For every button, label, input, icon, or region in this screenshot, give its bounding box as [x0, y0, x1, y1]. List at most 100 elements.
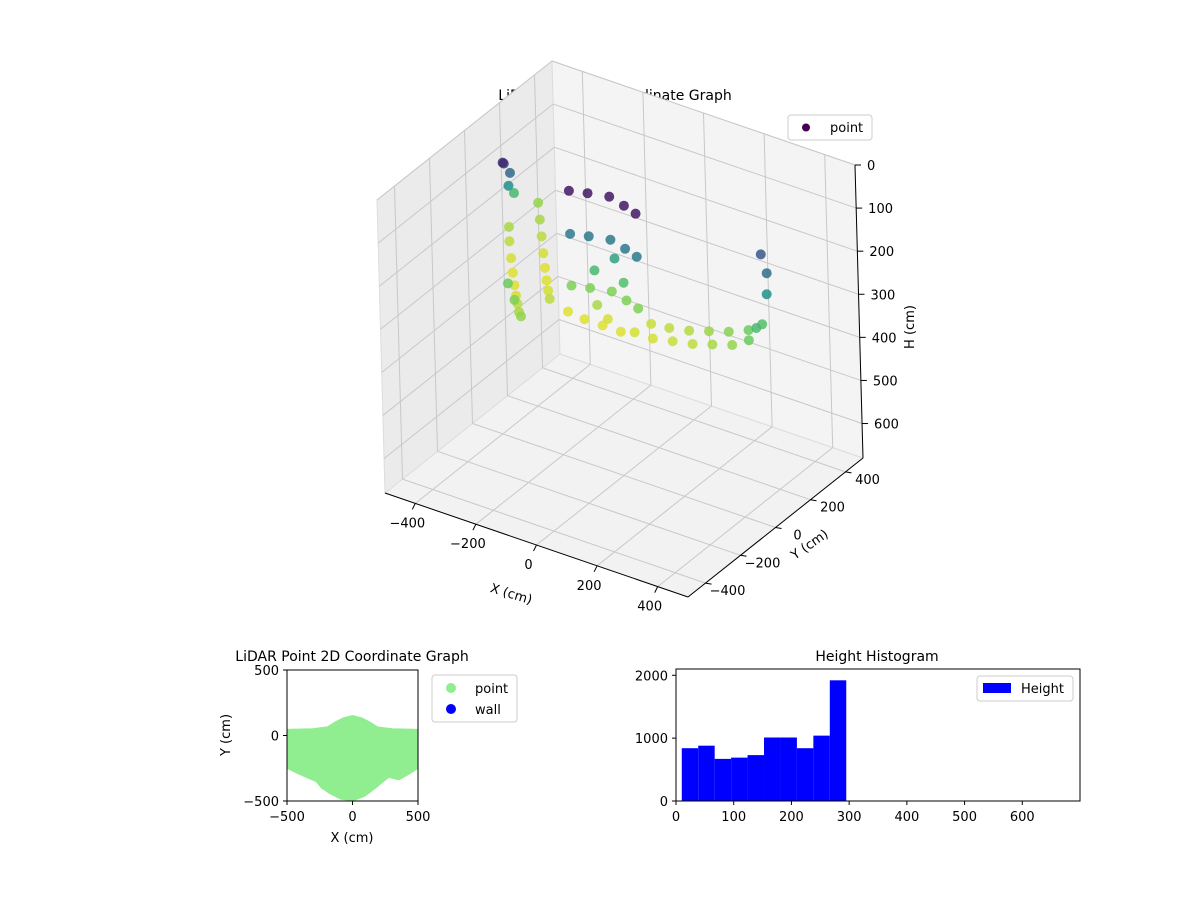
grid-y-left	[499, 102, 508, 396]
y-tick-label-2d: 500	[254, 664, 279, 679]
y-tick-label-hist: 0	[660, 795, 668, 810]
point-3d	[506, 253, 517, 264]
point-3d	[565, 228, 576, 239]
grid-z-back	[554, 146, 858, 252]
y-axis-label-2d: Y (cm)	[219, 714, 234, 757]
z-axis-line-3d	[854, 164, 864, 459]
point-3d	[544, 293, 555, 304]
x-tick-label-2d: −500	[269, 810, 305, 825]
point-3d	[534, 214, 545, 225]
point-3d	[502, 278, 513, 289]
grid-z-back	[555, 189, 859, 295]
point-3d	[761, 268, 772, 279]
point-3d	[579, 314, 590, 325]
x-tick-label-3d: 200	[577, 579, 602, 594]
legend-2d-point-label: point	[475, 682, 508, 697]
legend-2d-wall-label: wall	[475, 703, 501, 718]
legend-3d-point-marker	[802, 123, 810, 132]
point-3d	[633, 303, 644, 314]
point-3d	[604, 191, 615, 202]
y-tick-label-3d: −200	[745, 556, 781, 571]
histogram-bar	[764, 737, 781, 801]
point-3d	[618, 200, 629, 211]
grid-z-back	[558, 319, 863, 425]
histogram-bar	[780, 737, 797, 801]
point-3d	[647, 333, 658, 344]
point-3d	[583, 231, 594, 242]
histogram-bar	[681, 748, 699, 801]
grid-y-floor	[437, 450, 741, 556]
histogram-bar	[714, 758, 732, 801]
point-3d	[589, 265, 600, 276]
point-3d	[630, 208, 641, 219]
point-3d	[703, 326, 714, 337]
x-tick-mark-3d	[472, 523, 477, 531]
y-tick-label-hist: 1000	[635, 732, 668, 747]
point-3d	[609, 253, 620, 264]
histogram-bar	[698, 745, 715, 801]
point-cloud-2d	[287, 715, 418, 801]
point-3d	[629, 327, 640, 338]
y-tick-label-3d: −400	[710, 584, 746, 599]
histogram-title: Height Histogram	[815, 649, 938, 665]
point-3d	[743, 325, 754, 336]
point-3d	[687, 338, 698, 349]
point-3d	[509, 294, 520, 305]
x-tick-label-2d: 0	[348, 810, 356, 825]
grid-x-back	[763, 133, 773, 427]
x-tick-label-3d: 0	[524, 558, 532, 573]
point-3d	[727, 340, 738, 351]
legend-2d-point-marker	[446, 683, 456, 693]
y-tick-mark-3d	[740, 554, 747, 557]
grid-y-floor	[472, 423, 776, 528]
lidar-3d-chart: LiDAR Point 3D Coordinate Graph −400−200…	[376, 59, 918, 615]
x-tick-label-3d: 400	[637, 600, 662, 615]
histogram-bar	[813, 735, 830, 801]
legend-histogram-box	[976, 675, 1074, 702]
2d-tick-labels: −500 0 500 −500 0 500	[243, 664, 430, 825]
y-tick-label-3d: 0	[793, 529, 801, 544]
point-3d	[503, 180, 514, 191]
y-tick-mark-3d	[775, 527, 782, 529]
x-tick-label-hist: 600	[1010, 810, 1035, 825]
legend-2d: point wall	[431, 674, 518, 723]
x-tick-label-3d: −400	[389, 516, 425, 531]
point-3d	[543, 285, 554, 296]
point-3d	[646, 318, 657, 329]
legend-histogram-label: Height	[1021, 682, 1064, 697]
3d-point-cloud	[497, 157, 772, 351]
point-3d	[615, 326, 626, 337]
point-3d	[761, 289, 772, 300]
point-3d	[606, 286, 617, 297]
grid-z-left	[376, 60, 553, 201]
grid-z-left	[383, 319, 560, 459]
chart-2d-title: LiDAR Point 2D Coordinate Graph	[235, 649, 468, 665]
x-tick-label-hist: 500	[952, 810, 977, 825]
grid-x-back	[581, 71, 591, 365]
histogram-bar	[829, 680, 847, 801]
legend-2d-wall-marker	[446, 704, 456, 714]
point-3d	[497, 157, 508, 168]
z-tick-label-3d: 300	[871, 288, 896, 303]
y-tick-label-hist: 2000	[635, 669, 668, 684]
point-3d	[707, 339, 718, 350]
grid-z-left	[379, 146, 555, 287]
z-tick-label-3d: 400	[872, 331, 897, 346]
point-3d	[620, 243, 631, 254]
legend-histogram-swatch	[983, 683, 1011, 693]
point-3d	[664, 322, 675, 333]
y-tick-label-2d: 0	[271, 730, 279, 745]
legend-3d-point-label: point	[830, 121, 863, 136]
point-3d	[621, 295, 632, 306]
point-3d	[667, 336, 678, 347]
z-tick-label-3d: 500	[873, 374, 898, 389]
point-3d	[507, 267, 518, 278]
x-tick-label-hist: 100	[721, 810, 746, 825]
point-3d	[585, 283, 596, 294]
y-tick-mark-3d	[705, 582, 712, 585]
histogram-bar	[747, 755, 765, 801]
point-3d	[563, 185, 574, 196]
x-tick-mark-3d	[411, 503, 416, 510]
point-3d	[541, 275, 552, 286]
point-3d	[751, 322, 762, 333]
